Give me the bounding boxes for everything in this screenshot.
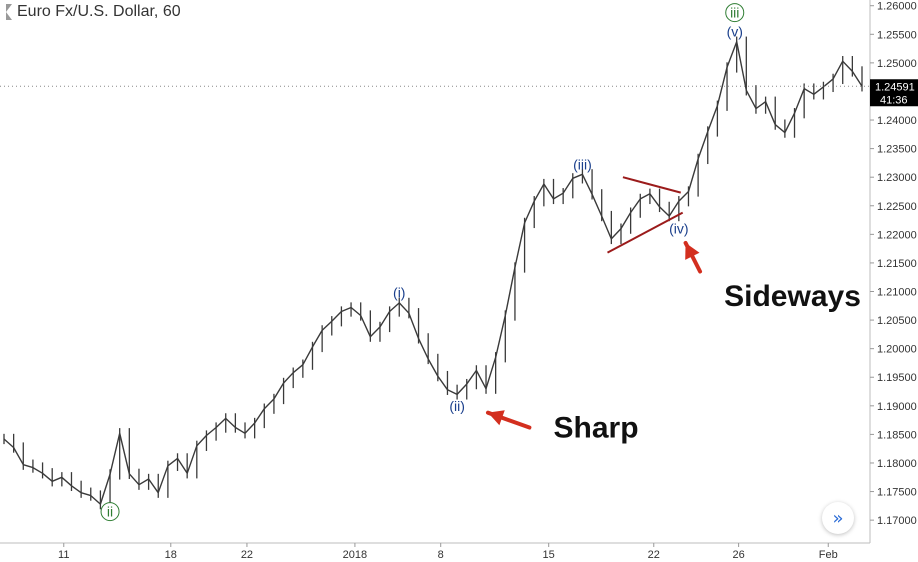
price-axis-label: 1.19000 [877,401,917,413]
wave-label: ii [107,504,113,520]
price-axis-label: 1.25000 [877,58,917,70]
time-axis-label: 22 [648,549,660,561]
annotation-arrowhead [487,410,505,426]
wave-label-circle [100,502,120,522]
price-axis-label: 1.17000 [877,515,917,527]
last-price-box [870,79,918,107]
price-axis-label: 1.20000 [877,344,917,356]
wave-label: iii [730,5,739,21]
wave-label: (iv) [669,221,688,237]
price-series-layer [3,36,863,510]
bar-countdown: 41:36 [880,94,908,106]
wave-label: (v) [727,23,743,39]
price-axis-label: 1.18500 [877,429,917,441]
time-axis-label: 15 [543,549,555,561]
triangle-trendline [622,176,682,194]
annotation-arrowhead [685,242,700,260]
annotation-layer: ii (i) (ii) (iii) (iv) (v) iii Sharp Sideways [100,3,861,522]
annotation-text: Sideways [724,280,861,313]
price-axis-label: 1.22000 [877,229,917,241]
annotation-text: Sharp [554,411,639,444]
price-axis-label: 1.21500 [877,258,917,270]
symbol-title-text: Euro Fx/U.S. Dollar, 60 [17,3,181,20]
triangle-trendline [607,211,684,254]
price-axis-label: 1.23500 [877,144,917,156]
price-line [3,41,863,505]
price-axis-label: 1.25500 [877,29,917,41]
time-axis[interactable]: 11 18 22 2018 8 15 22 26 Feb [58,543,838,561]
price-axis-label: 1.18000 [877,458,917,470]
price-axis-label: 1.22500 [877,201,917,213]
time-axis-label: Feb [819,549,838,561]
price-axis-label: 1.24000 [877,115,917,127]
time-axis-label: 22 [241,549,253,561]
wave-label-circle [725,3,745,23]
symbol-title[interactable]: Euro Fx/U.S. Dollar, 60 [6,3,181,21]
go-to-realtime-button[interactable]: » [822,502,854,534]
time-axis-label: 18 [165,549,177,561]
price-axis-label: 1.17500 [877,487,917,499]
price-axis-label: 1.23000 [877,172,917,184]
price-axis-label: 1.21000 [877,287,917,299]
wave-label: (iii) [573,157,592,173]
wave-label: (ii) [449,398,465,414]
double-chevron-right-icon: » [832,507,844,529]
time-axis-label: 11 [58,549,69,561]
time-axis-label: 8 [438,549,444,561]
time-axis-label: 26 [732,549,744,561]
price-axis-label: 1.26000 [877,1,917,13]
wave-label: (i) [393,285,405,301]
time-axis-label: 2018 [343,549,367,561]
price-axis-label: 1.20500 [877,315,917,327]
last-price-value: 1.24591 [875,81,915,93]
flag-icon [6,4,12,20]
price-axis-label: 1.19500 [877,372,917,384]
